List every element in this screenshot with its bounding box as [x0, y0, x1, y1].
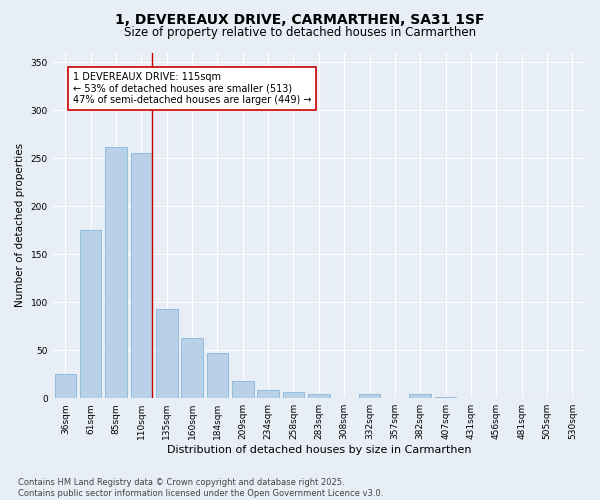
Text: Contains HM Land Registry data © Crown copyright and database right 2025.
Contai: Contains HM Land Registry data © Crown c…: [18, 478, 383, 498]
Text: Size of property relative to detached houses in Carmarthen: Size of property relative to detached ho…: [124, 26, 476, 39]
Text: 1 DEVEREAUX DRIVE: 115sqm
← 53% of detached houses are smaller (513)
47% of semi: 1 DEVEREAUX DRIVE: 115sqm ← 53% of detac…: [73, 72, 311, 105]
Bar: [283, 392, 304, 398]
Bar: [409, 394, 431, 398]
X-axis label: Distribution of detached houses by size in Carmarthen: Distribution of detached houses by size …: [167, 445, 471, 455]
Bar: [359, 394, 380, 398]
Bar: [105, 146, 127, 398]
Bar: [206, 353, 228, 398]
Text: 1, DEVEREAUX DRIVE, CARMARTHEN, SA31 1SF: 1, DEVEREAUX DRIVE, CARMARTHEN, SA31 1SF: [115, 12, 485, 26]
Y-axis label: Number of detached properties: Number of detached properties: [15, 144, 25, 308]
Bar: [435, 397, 457, 398]
Bar: [308, 394, 329, 398]
Bar: [257, 390, 279, 398]
Bar: [131, 154, 152, 398]
Bar: [80, 230, 101, 398]
Bar: [55, 374, 76, 398]
Bar: [156, 309, 178, 398]
Bar: [181, 338, 203, 398]
Bar: [232, 381, 254, 398]
